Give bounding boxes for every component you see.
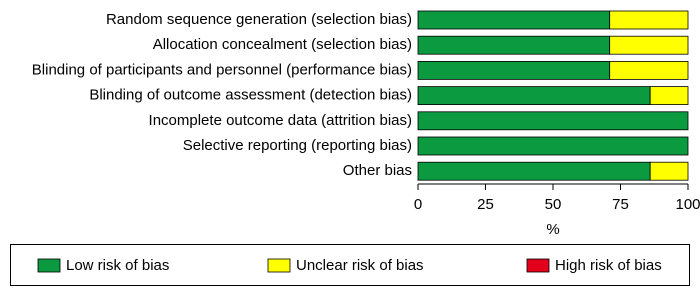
legend-label: Low risk of bias: [66, 257, 169, 274]
bar-segment: [649, 86, 689, 105]
legend-label: Unclear risk of bias: [296, 257, 424, 274]
bar-segment: [609, 10, 689, 30]
x-tick-label: 100: [675, 196, 700, 213]
bar-segment: [417, 61, 611, 80]
legend-label: High risk of bias: [555, 257, 662, 274]
legend-swatch: [37, 258, 61, 273]
x-tick-label: 0: [414, 196, 422, 213]
category-label: Selective reporting (reporting bias): [183, 137, 412, 154]
legend-swatch: [267, 258, 291, 273]
x-tick-label: 75: [612, 196, 629, 213]
bar-segment: [417, 111, 689, 131]
bar-segment: [609, 61, 689, 80]
category-label: Blinding of participants and personnel (…: [32, 61, 412, 78]
category-label: Other bias: [343, 162, 412, 179]
category-label: Random sequence generation (selection bi…: [106, 11, 412, 28]
legend-box: [10, 244, 690, 286]
bar-segment: [417, 136, 689, 156]
x-tick-label: 25: [477, 196, 494, 213]
bar-segment: [417, 10, 611, 30]
category-label: Blinding of outcome assessment (detectio…: [89, 87, 412, 104]
category-label: Allocation concealment (selection bias): [153, 36, 412, 53]
bar-segment: [417, 35, 611, 55]
bar-segment: [609, 35, 689, 55]
bar-segment: [417, 86, 651, 105]
bar-segment: [417, 161, 651, 181]
x-axis-label: %: [546, 221, 559, 238]
legend-swatch: [526, 258, 550, 273]
x-tick-label: 50: [545, 196, 562, 213]
bar-segment: [649, 161, 689, 181]
category-label: Incomplete outcome data (attrition bias): [149, 112, 412, 129]
